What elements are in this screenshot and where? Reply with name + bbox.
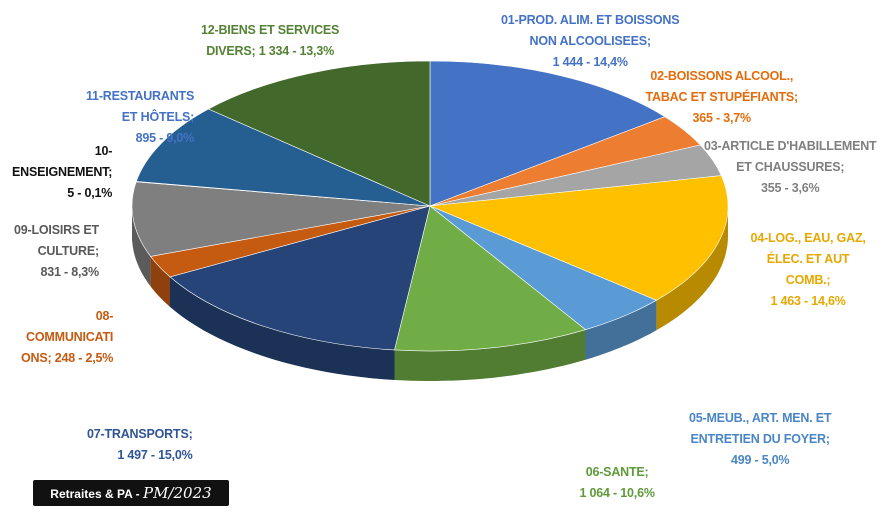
slice-label-03-line: 355 - 3,6% — [761, 181, 820, 195]
pie-side-09 — [132, 206, 151, 287]
slice-label-04-line: ÉLEC. ET AUT — [766, 252, 850, 266]
pie-side-07 — [170, 276, 395, 380]
slice-label-04: 04-LOG., EAU, GAZ, ÉLEC. ET AUT COMB.; 1 46… — [751, 228, 866, 312]
slice-label-07: 07-TRANSPORTS; 1 497 - 15,0% — [87, 424, 193, 466]
pie-side-05 — [585, 300, 657, 360]
pie-slice-04 — [429, 175, 729, 301]
pie-side-06 — [394, 329, 586, 381]
slice-label-09-line: 09-LOISIRS ET — [14, 223, 99, 237]
slice-label-09-line: 831 - 8,3% — [40, 265, 99, 279]
slice-label-05-line: 05-MEUB., ART. MEN. ET — [689, 411, 832, 425]
pie-side-walls — [132, 206, 728, 381]
pie-side-04 — [656, 206, 728, 331]
slice-label-02-line: TABAC ET STUPÉFIANTS; — [645, 90, 799, 104]
slice-label-03-line: ET CHAUSSURES; — [736, 160, 845, 174]
slice-label-08: 08- COMMUNICATI ONS; 248 - 2,5% — [21, 306, 113, 369]
slice-label-10: 10- ENSEIGNEMENT; 5 - 0,1% — [12, 141, 112, 204]
slice-label-01-line: 01-PROD. ALIM. ET BOISSONS — [501, 13, 680, 27]
slice-label-04-line: 04-LOG., EAU, GAZ, — [750, 231, 866, 245]
pie-slice-11 — [135, 108, 431, 207]
slice-label-07-line: 07-TRANSPORTS; — [87, 427, 193, 441]
watermark-text: Retraites & PA - — [50, 487, 143, 501]
slice-label-10-line: ENSEIGNEMENT; — [12, 165, 113, 179]
slice-label-09-line: CULTURE; — [37, 244, 100, 258]
slice-label-10-line: 5 - 0,1% — [67, 186, 113, 200]
pie-slice-01 — [429, 60, 666, 207]
pie-slice-09 — [131, 181, 431, 257]
pie-slice-12 — [207, 60, 431, 207]
slice-label-12: 12-BIENS ET SERVICES DIVERS; 1 334 - 13,3… — [201, 20, 339, 62]
slice-label-06-line: 1 064 - 10,6% — [579, 486, 655, 500]
slice-label-01-line: NON ALCOOLISEES; — [529, 34, 652, 48]
slice-label-05-line: 499 - 5,0% — [730, 453, 790, 467]
slice-label-02-line: 365 - 3,7% — [692, 111, 752, 125]
slice-label-05-line: ENTRETIEN DU FOYER; — [690, 432, 830, 446]
slice-label-06-line: 06-SANTE; — [585, 465, 649, 479]
slice-label-05: 05-MEUB., ART. MEN. ET ENTRETIEN DU FOYER… — [689, 408, 832, 471]
slice-label-07-line: 1 497 - 15,0% — [117, 448, 193, 462]
pie-slice-06 — [394, 205, 587, 352]
slice-label-08-line: ONS; 248 - 2,5% — [21, 351, 114, 365]
slice-label-11: 11-RESTAURANTS ET HÔTELS; 895 - 9,0% — [86, 86, 194, 149]
slice-label-01-line: 1 444 - 14,4% — [552, 55, 628, 69]
pie-side-08 — [150, 256, 170, 307]
slice-label-06: 06-SANTE; 1 064 - 10,6% — [580, 462, 655, 504]
slice-label-08-line: COMMUNICATI — [26, 330, 114, 344]
slice-label-03-line: 03-ARTICLE D'HABILLEMENT — [704, 139, 877, 153]
slice-label-01: 01-PROD. ALIM. ET BOISSONS NON ALCOOLISEE… — [501, 10, 680, 73]
slice-label-12-line: 12-BIENS ET SERVICES — [201, 23, 340, 37]
slice-label-12-line: DIVERS; 1 334 - 13,3% — [206, 44, 334, 58]
slice-label-11-line: ET HÔTELS; — [121, 110, 195, 124]
slice-label-04-line: 1 463 - 14,6% — [770, 294, 846, 308]
pie-slices — [131, 60, 729, 352]
slice-label-09: 09-LOISIRS ET CULTURE; 831 - 8,3% — [14, 220, 99, 283]
slice-label-11-line: 11-RESTAURANTS — [86, 89, 195, 103]
pie-slice-07 — [169, 205, 431, 351]
slice-label-02-line: 02-BOISSONS ALCOOL., — [650, 69, 794, 83]
slice-label-10-line: 10- — [94, 144, 113, 158]
slice-label-02: 02-BOISSONS ALCOOL., TABAC ET STUPÉFIANTS… — [646, 66, 799, 129]
slice-label-03: 03-ARTICLE D'HABILLEMENT ET CHAUSSURES; 35… — [704, 136, 877, 199]
watermark-badge: Retraites & PA - PM/2023 — [33, 480, 229, 506]
slice-label-04-line: COMB.; — [785, 273, 831, 287]
slice-label-08-line: 08- — [95, 309, 114, 323]
watermark-signature: PM/2023 — [143, 484, 212, 502]
slice-label-11-line: 895 - 9,0% — [135, 131, 195, 145]
